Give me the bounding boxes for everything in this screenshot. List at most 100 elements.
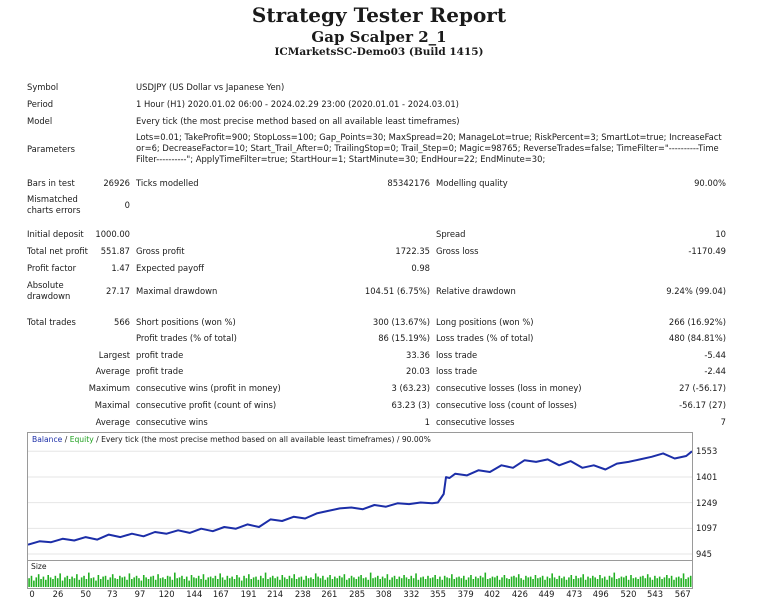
size-bar: [377, 575, 379, 587]
size-bar: [572, 579, 575, 587]
total-trades-value: 566: [114, 317, 130, 327]
size-bar: [205, 579, 207, 587]
size-bar: [250, 579, 253, 587]
size-bar: [259, 575, 262, 587]
size-bar: [221, 577, 224, 587]
size-bar: [271, 575, 274, 587]
size-bar: [580, 577, 582, 587]
size-bar: [388, 579, 391, 587]
maximal-consecutive-profit-label: consecutive profit (count of wins): [136, 400, 277, 410]
size-bar: [236, 575, 238, 587]
size-bar: [329, 575, 331, 587]
size-bar: [54, 575, 57, 587]
size-bar: [135, 575, 138, 587]
size-bar: [52, 579, 54, 587]
x-tick-label: 167: [212, 589, 229, 599]
maximal-consecutive-profit-value: 63.23 (3): [391, 400, 430, 410]
maximal-label: Maximal: [94, 400, 130, 410]
size-bar: [319, 578, 322, 587]
size-bar: [525, 575, 527, 587]
size-bar: [606, 579, 608, 587]
size-bar: [400, 578, 403, 587]
size-bar: [649, 577, 651, 587]
max-consecutive-wins-label: consecutive wins (profit in money): [136, 383, 281, 393]
largest-label: Largest: [98, 350, 130, 360]
size-bar: [654, 575, 656, 587]
size-bar: [477, 578, 479, 587]
size-bar: [262, 578, 264, 587]
maximum-label: Maximum: [88, 383, 130, 393]
size-bar: [334, 576, 336, 587]
largest-loss-label: loss trade: [436, 350, 478, 360]
size-bar: [591, 575, 594, 587]
average-profit-label: profit trade: [136, 366, 184, 376]
size-bar: [651, 579, 654, 587]
deposit-label: Initial deposit: [27, 229, 84, 239]
size-bar: [570, 575, 573, 587]
size-bar: [140, 580, 143, 587]
period-label: Period: [27, 99, 54, 109]
size-bar: [142, 575, 145, 587]
size-bar: [403, 575, 405, 587]
size-bar: [632, 578, 635, 587]
size-bar: [582, 574, 585, 587]
maximal-consecutive-loss-label: consecutive loss (count of losses): [436, 400, 577, 410]
size-bar: [451, 574, 453, 587]
size-bar: [620, 576, 623, 587]
size-bar: [689, 575, 692, 587]
size-bar: [398, 576, 401, 587]
symbol-label: Symbol: [27, 82, 59, 92]
size-bar: [88, 572, 90, 587]
size-bar: [546, 576, 549, 587]
size-bar: [85, 579, 88, 587]
mismatch-label-1: Mismatched: [27, 194, 78, 204]
size-bar: [283, 577, 286, 587]
size-bar: [441, 579, 444, 587]
size-bar: [508, 579, 510, 587]
size-bar: [345, 579, 348, 587]
size-bar: [634, 577, 637, 587]
x-tick-label: 73: [106, 589, 118, 599]
size-bar: [587, 576, 589, 587]
size-bar: [42, 576, 45, 587]
gross-profit-value: 1722.35: [395, 246, 430, 256]
size-bar: [539, 577, 542, 587]
size-bar: [295, 579, 298, 587]
size-bar: [501, 577, 503, 587]
size-bar: [228, 578, 231, 587]
size-bar: [90, 578, 92, 587]
deposit-value: 1000.00: [95, 229, 130, 239]
size-bar: [529, 576, 532, 587]
spread-value: 10: [715, 229, 726, 239]
size-bar: [264, 572, 267, 587]
mismatch-value: 0: [124, 200, 130, 210]
balance-line: [28, 450, 692, 546]
size-bar: [310, 577, 312, 587]
size-bar: [355, 579, 358, 587]
size-bar: [226, 575, 229, 587]
size-bar: [527, 577, 530, 587]
x-tick-label: 0: [29, 589, 35, 599]
largest-profit-value: 33.36: [406, 350, 430, 360]
x-tick-label: 26: [52, 589, 64, 599]
size-bar: [348, 578, 350, 587]
size-bar: [243, 575, 245, 587]
expected-payoff-value: 0.98: [411, 263, 430, 273]
size-bar: [637, 579, 639, 587]
size-bar: [463, 575, 465, 587]
size-bar: [474, 576, 477, 587]
size-bar: [446, 577, 448, 587]
size-bar: [360, 575, 362, 587]
size-bar: [47, 575, 49, 587]
size-bar: [305, 575, 307, 587]
size-bar: [687, 577, 690, 587]
absolute-drawdown-label-1: Absolute: [27, 280, 64, 290]
size-bar: [35, 577, 38, 587]
y-tick-label: 1401: [696, 471, 718, 482]
size-bar: [40, 579, 42, 587]
y-tick-label: 1249: [696, 497, 718, 508]
size-bar: [611, 577, 613, 587]
size-bar: [513, 575, 515, 587]
loss-trades-value: 480 (84.81%): [668, 333, 726, 343]
size-bar: [510, 576, 513, 587]
